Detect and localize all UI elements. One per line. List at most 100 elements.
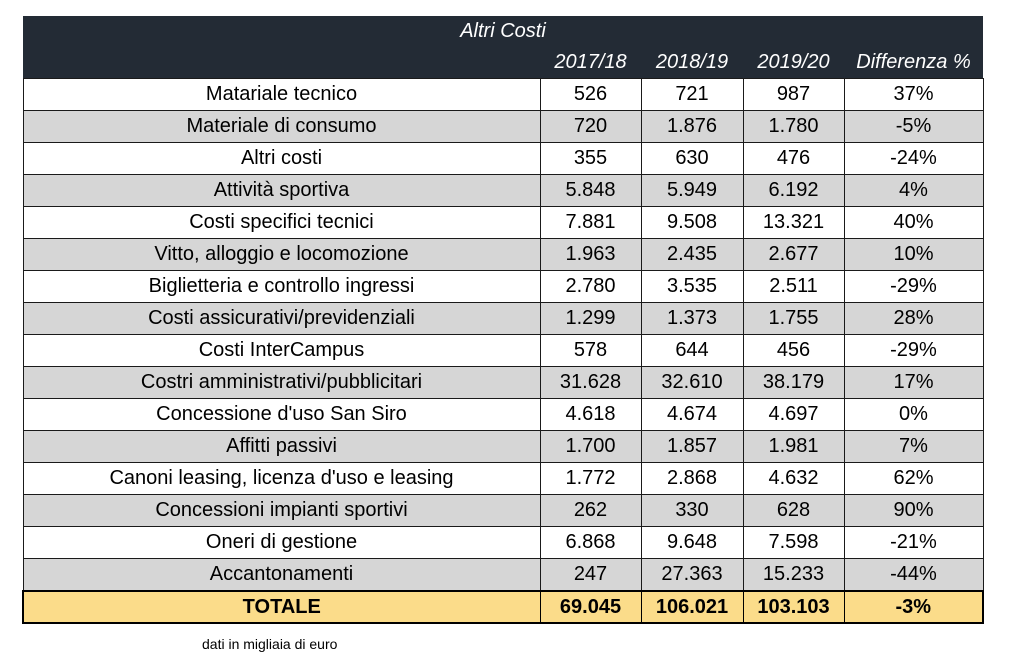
cell-2018-19: 1.876 xyxy=(640,110,744,143)
cell-differenza: 0% xyxy=(843,398,984,431)
cell-differenza: 62% xyxy=(843,462,984,495)
row-label: Materiale di consumo xyxy=(22,110,541,143)
cell-2017-18: 1.700 xyxy=(539,430,642,463)
table-title-row: Altri Costi xyxy=(23,16,983,46)
cell-2018-19: 4.674 xyxy=(640,398,744,431)
cell-2017-18: 1.299 xyxy=(539,302,642,335)
cell-differenza: -21% xyxy=(843,526,984,559)
row-label: Costri amministrativi/pubblicitari xyxy=(22,366,541,399)
cell-2018-19: 5.949 xyxy=(640,174,744,207)
cell-2019-20: 15.233 xyxy=(742,558,845,592)
header-differenza: Differenza % xyxy=(844,46,983,79)
total-differenza: -3% xyxy=(843,590,984,624)
table-row: Costi specifici tecnici 7.881 9.508 13.3… xyxy=(22,206,984,239)
cell-2018-19: 2.868 xyxy=(640,462,744,495)
cell-differenza: -24% xyxy=(843,142,984,175)
cell-2018-19: 2.435 xyxy=(640,238,744,271)
cell-2018-19: 9.508 xyxy=(640,206,744,239)
cell-differenza: 10% xyxy=(843,238,984,271)
cell-2018-19: 32.610 xyxy=(640,366,744,399)
cell-2017-18: 5.848 xyxy=(539,174,642,207)
cell-2019-20: 987 xyxy=(742,78,845,111)
cell-2018-19: 721 xyxy=(640,78,744,111)
cell-2019-20: 13.321 xyxy=(742,206,845,239)
cell-2018-19: 330 xyxy=(640,494,744,527)
cell-2017-18: 262 xyxy=(539,494,642,527)
cell-2017-18: 6.868 xyxy=(539,526,642,559)
table-row: Matariale tecnico 526 721 987 37% xyxy=(22,78,984,111)
cell-2017-18: 1.963 xyxy=(539,238,642,271)
cell-2019-20: 628 xyxy=(742,494,845,527)
cell-2019-20: 2.677 xyxy=(742,238,845,271)
row-label: Concessione d'uso San Siro xyxy=(22,398,541,431)
cell-differenza: 7% xyxy=(843,430,984,463)
cell-2017-18: 7.881 xyxy=(539,206,642,239)
row-label: Affitti passivi xyxy=(22,430,541,463)
column-header-row: 2017/18 2018/19 2019/20 Differenza % xyxy=(23,46,983,79)
header-label xyxy=(23,46,540,79)
total-row: TOTALE 69.045 106.021 103.103 -3% xyxy=(22,590,984,624)
cell-2017-18: 526 xyxy=(539,78,642,111)
cell-2018-19: 27.363 xyxy=(640,558,744,592)
cell-2019-20: 456 xyxy=(742,334,845,367)
cell-differenza: -5% xyxy=(843,110,984,143)
cell-differenza: 28% xyxy=(843,302,984,335)
total-2018-19: 106.021 xyxy=(640,590,744,624)
cell-2017-18: 355 xyxy=(539,142,642,175)
row-label: Biglietteria e controllo ingressi xyxy=(22,270,541,303)
row-label: Vitto, alloggio e locomozione xyxy=(22,238,541,271)
cell-2018-19: 644 xyxy=(640,334,744,367)
cell-2017-18: 2.780 xyxy=(539,270,642,303)
table-row: Affitti passivi 1.700 1.857 1.981 7% xyxy=(22,430,984,463)
cell-2018-19: 1.857 xyxy=(640,430,744,463)
header-2017-18: 2017/18 xyxy=(540,46,641,79)
table-row: Accantonamenti 247 27.363 15.233 -44% xyxy=(22,558,984,592)
cell-2019-20: 7.598 xyxy=(742,526,845,559)
table-row: Altri costi 355 630 476 -24% xyxy=(22,142,984,175)
row-label: Concessioni impianti sportivi xyxy=(22,494,541,527)
table-row: Vitto, alloggio e locomozione 1.963 2.43… xyxy=(22,238,984,271)
cell-2019-20: 2.511 xyxy=(742,270,845,303)
table-row: Costri amministrativi/pubblicitari 31.62… xyxy=(22,366,984,399)
cell-2019-20: 1.780 xyxy=(742,110,845,143)
cell-2019-20: 38.179 xyxy=(742,366,845,399)
cell-2017-18: 247 xyxy=(539,558,642,592)
cell-2019-20: 4.632 xyxy=(742,462,845,495)
cell-2017-18: 31.628 xyxy=(539,366,642,399)
table-row: Materiale di consumo 720 1.876 1.780 -5% xyxy=(22,110,984,143)
footnote: dati in migliaia di euro xyxy=(202,636,338,652)
row-label: Attività sportiva xyxy=(22,174,541,207)
cell-2017-18: 720 xyxy=(539,110,642,143)
cell-2018-19: 3.535 xyxy=(640,270,744,303)
cell-2017-18: 578 xyxy=(539,334,642,367)
header-2018-19: 2018/19 xyxy=(641,46,743,79)
cell-differenza: -29% xyxy=(843,270,984,303)
table-body: Matariale tecnico 526 721 987 37% Materi… xyxy=(22,78,984,624)
cell-differenza: -44% xyxy=(843,558,984,592)
row-label: Oneri di gestione xyxy=(22,526,541,559)
row-label: Costi InterCampus xyxy=(22,334,541,367)
table-row: Oneri di gestione 6.868 9.648 7.598 -21% xyxy=(22,526,984,559)
table-row: Attività sportiva 5.848 5.949 6.192 4% xyxy=(22,174,984,207)
total-label: TOTALE xyxy=(22,590,541,624)
cell-differenza: 17% xyxy=(843,366,984,399)
cell-differenza: 40% xyxy=(843,206,984,239)
table-title: Altri Costi xyxy=(23,16,983,46)
cell-2019-20: 476 xyxy=(742,142,845,175)
table-row: Canoni leasing, licenza d'uso e leasing … xyxy=(22,462,984,495)
total-2019-20: 103.103 xyxy=(742,590,845,624)
header-2019-20: 2019/20 xyxy=(743,46,844,79)
table-row: Costi InterCampus 578 644 456 -29% xyxy=(22,334,984,367)
cell-2017-18: 1.772 xyxy=(539,462,642,495)
cell-differenza: 37% xyxy=(843,78,984,111)
cell-2019-20: 6.192 xyxy=(742,174,845,207)
cell-2018-19: 630 xyxy=(640,142,744,175)
table-row: Costi assicurativi/previdenziali 1.299 1… xyxy=(22,302,984,335)
row-label: Altri costi xyxy=(22,142,541,175)
cell-2019-20: 1.981 xyxy=(742,430,845,463)
row-label: Accantonamenti xyxy=(22,558,541,592)
row-label: Costi assicurativi/previdenziali xyxy=(22,302,541,335)
total-2017-18: 69.045 xyxy=(539,590,642,624)
cell-2018-19: 9.648 xyxy=(640,526,744,559)
row-label: Matariale tecnico xyxy=(22,78,541,111)
